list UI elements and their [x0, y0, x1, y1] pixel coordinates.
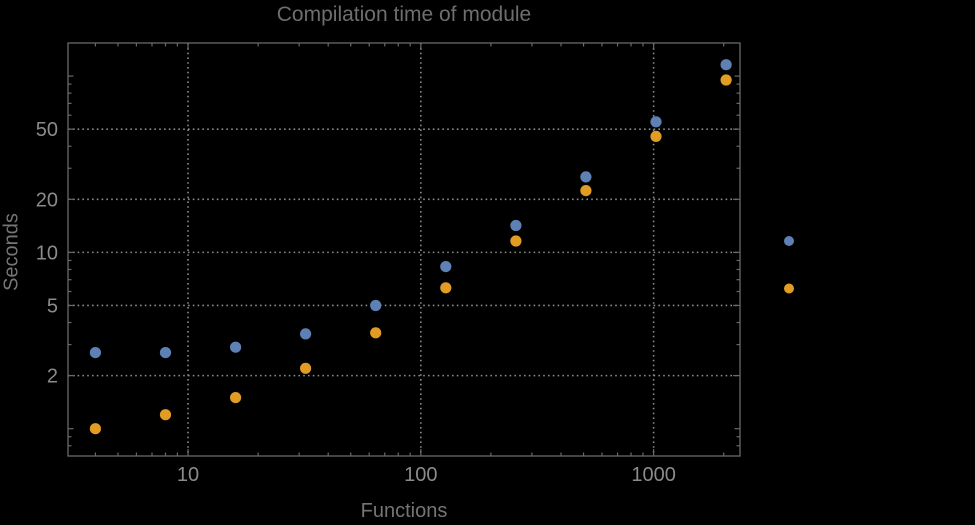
- data-point: [300, 328, 312, 340]
- data-point: [720, 59, 732, 71]
- plot-frame: [67, 42, 741, 457]
- y-tick-label: 20: [36, 189, 58, 211]
- data-point: [650, 130, 662, 142]
- x-tick-label: 10: [177, 464, 199, 486]
- data-point: [580, 185, 592, 197]
- data-point: [159, 347, 172, 359]
- y-tick-label: 10: [36, 242, 58, 264]
- series-orange-points: [89, 74, 732, 435]
- data-point: [580, 171, 592, 183]
- legend-marker-blue: [784, 236, 794, 246]
- y-tick-label: 2: [47, 366, 58, 388]
- data-point: [230, 392, 242, 404]
- data-point: [370, 327, 382, 339]
- data-point: [440, 261, 452, 273]
- data-point: [159, 409, 172, 421]
- data-point: [89, 423, 101, 435]
- legend: [784, 236, 794, 294]
- data-point: [230, 341, 242, 353]
- data-point: [510, 235, 522, 247]
- axis-ticks: [68, 43, 740, 456]
- x-axis-label: Functions: [360, 500, 448, 522]
- data-point: [89, 347, 101, 359]
- y-tick-label: 5: [47, 295, 58, 317]
- x-tick-label: 1000: [631, 464, 676, 486]
- y-tick-labels: 2 5 10 20 50: [36, 119, 58, 387]
- chart-title: Compilation time of module: [276, 3, 532, 26]
- data-point: [720, 74, 732, 86]
- data-point: [510, 219, 522, 232]
- data-point: [370, 299, 382, 312]
- x-tick-labels: 10 100 1000: [177, 464, 676, 486]
- data-point: [650, 116, 662, 128]
- x-tick-label: 100: [404, 464, 437, 486]
- gridlines: [68, 43, 740, 456]
- data-point: [300, 362, 312, 374]
- y-tick-label: 50: [36, 119, 58, 141]
- series-blue-points: [89, 59, 732, 359]
- legend-marker-orange: [784, 283, 794, 294]
- data-point: [440, 282, 452, 294]
